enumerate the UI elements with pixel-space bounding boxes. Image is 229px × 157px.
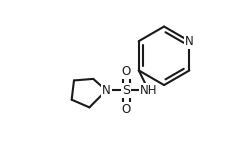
Text: S: S [122,84,130,97]
Text: O: O [121,103,130,116]
Text: N: N [101,84,110,97]
Text: NH: NH [139,84,157,97]
Text: O: O [121,65,130,78]
Text: N: N [184,35,193,48]
